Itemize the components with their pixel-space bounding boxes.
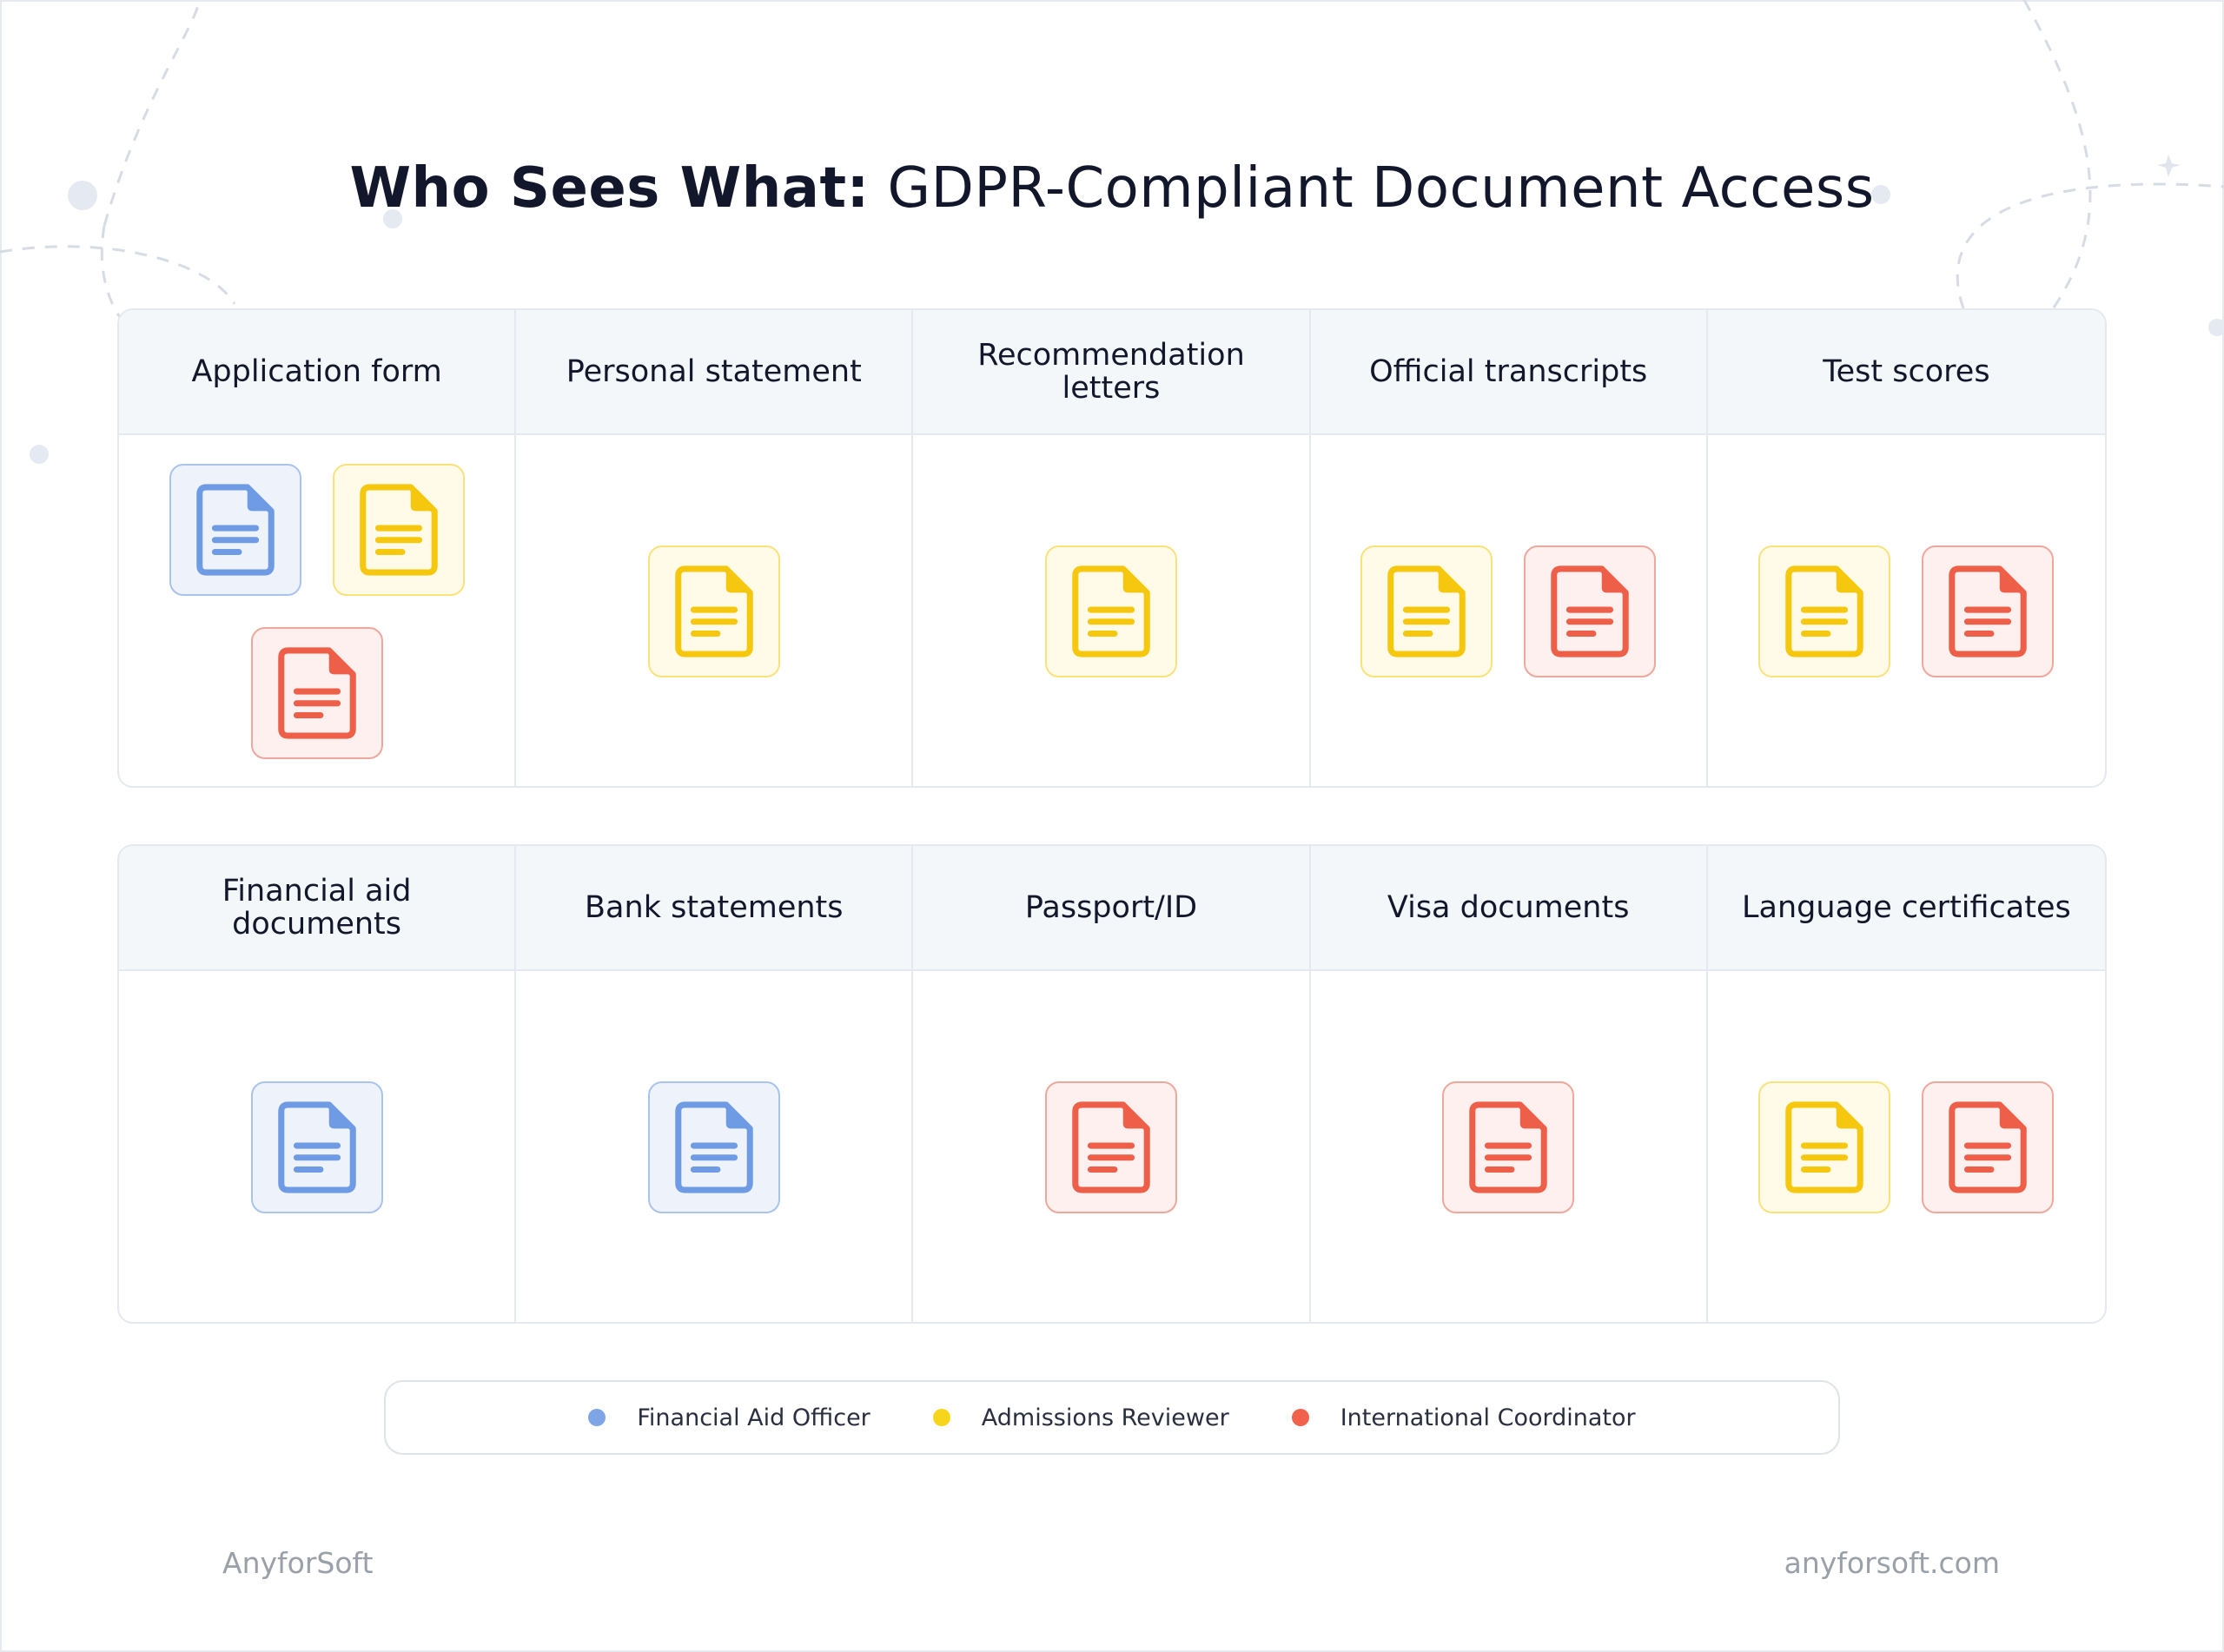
access-cell: [1708, 435, 2105, 786]
legend-label: International Coordinator: [1340, 1404, 1636, 1431]
column-header: Financial aid documents: [119, 846, 517, 971]
access-cell: [1311, 435, 1708, 786]
access-cell: [516, 435, 914, 786]
legend: Financial Aid Officer Admissions Reviewe…: [384, 1380, 1840, 1455]
column-header: Recommendation letters: [913, 310, 1311, 435]
legend-item-financial-aid-officer: Financial Aid Officer: [588, 1404, 870, 1431]
column-header: Personal statement: [516, 310, 914, 435]
legend-dot-yellow: [932, 1409, 950, 1426]
column-header: Application form: [119, 310, 517, 435]
document-yellow-icon: [1758, 1081, 1891, 1213]
access-cell: [913, 435, 1311, 786]
legend-label: Financial Aid Officer: [637, 1404, 870, 1431]
access-cell: [516, 971, 914, 1322]
column-header: Test scores: [1707, 310, 2105, 435]
access-cell: [1311, 971, 1708, 1322]
page-title: Who Sees What: GDPR-Compliant Document A…: [0, 156, 2224, 221]
column-header: Language certificates: [1707, 846, 2105, 971]
legend-item-admissions-reviewer: Admissions Reviewer: [932, 1404, 1229, 1431]
document-red-icon: [250, 627, 383, 759]
column-header: Bank statements: [516, 846, 914, 971]
access-cell: [119, 971, 517, 1322]
access-cell: [1708, 971, 2105, 1322]
document-yellow-icon: [1360, 545, 1493, 677]
document-yellow-icon: [647, 545, 780, 677]
document-blue-icon: [169, 464, 301, 596]
legend-label: Admissions Reviewer: [981, 1404, 1229, 1431]
footer-brand: AnyforSoft: [222, 1546, 374, 1580]
column-header: Visa documents: [1310, 846, 1708, 971]
title-light: GDPR-Compliant Document Access: [887, 156, 1875, 221]
legend-dot-blue: [588, 1409, 606, 1426]
document-yellow-icon: [1044, 545, 1177, 677]
access-table-bottom: Financial aid documents Bank statements …: [117, 844, 2107, 1324]
document-red-icon: [1922, 1081, 2055, 1213]
footer-website[interactable]: anyforsoft.com: [1784, 1546, 2000, 1580]
document-red-icon: [1524, 545, 1657, 677]
access-cell: [913, 971, 1311, 1322]
legend-dot-red: [1291, 1409, 1309, 1426]
access-table-top: Application form Personal statement Reco…: [117, 308, 2107, 788]
document-red-icon: [1922, 545, 2055, 677]
column-header: Passport/ID: [913, 846, 1311, 971]
column-header: Official transcripts: [1310, 310, 1708, 435]
document-yellow-icon: [332, 464, 465, 596]
document-blue-icon: [647, 1081, 780, 1213]
document-red-icon: [1044, 1081, 1177, 1213]
document-blue-icon: [250, 1081, 383, 1213]
document-red-icon: [1442, 1081, 1575, 1213]
legend-item-international-coordinator: International Coordinator: [1291, 1404, 1636, 1431]
document-yellow-icon: [1758, 545, 1891, 677]
access-cell: [119, 435, 517, 786]
title-bold: Who Sees What:: [349, 156, 870, 221]
